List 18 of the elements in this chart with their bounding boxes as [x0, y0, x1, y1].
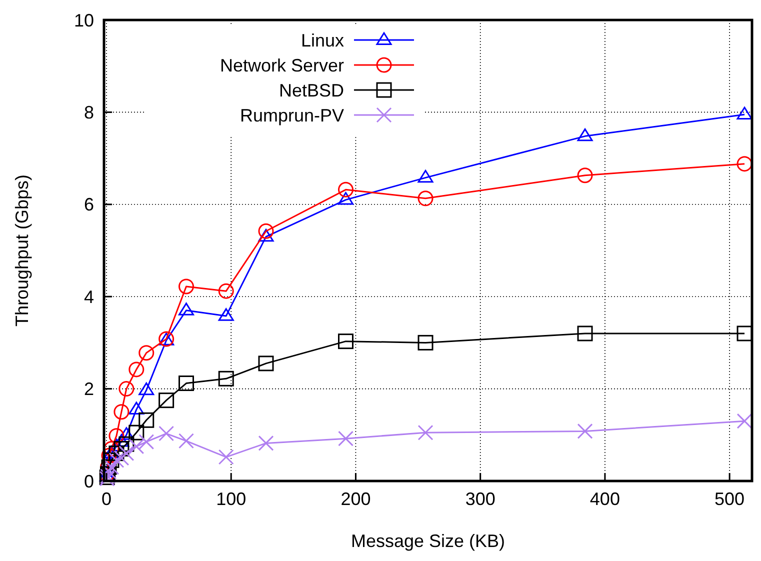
x-tick-label: 100 — [216, 489, 246, 509]
y-tick-label: 10 — [74, 10, 94, 30]
legend-label: Network Server — [220, 55, 344, 76]
x-tick-label: 300 — [465, 489, 496, 509]
x-tick-label: 0 — [101, 489, 112, 509]
x-tick-label: 200 — [340, 489, 371, 509]
y-axis-title: Throughput (Gbps) — [12, 174, 32, 327]
y-tick-label: 2 — [84, 379, 94, 400]
y-tick-label: 4 — [84, 286, 94, 307]
legend-label: Rumprun-PV — [240, 105, 344, 126]
y-tick-label: 6 — [84, 194, 94, 215]
x-tick-label: 400 — [590, 489, 620, 509]
x-tick-label: 500 — [714, 489, 745, 509]
legend-label: NetBSD — [278, 80, 344, 100]
x-axis-title: Message Size (KB) — [350, 531, 506, 551]
y-tick-label: 0 — [84, 471, 94, 492]
legend-label: Linux — [300, 30, 344, 50]
y-tick-label: 8 — [84, 102, 94, 122]
